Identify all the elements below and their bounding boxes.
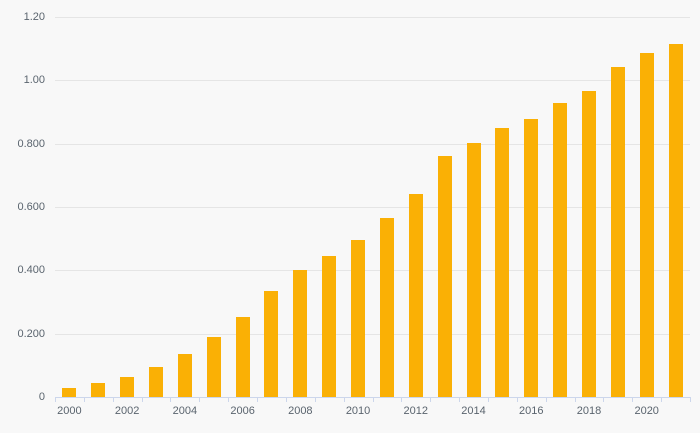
- y-axis-label-1.20: 1.20: [23, 11, 45, 23]
- y-axis-label-0: 0: [38, 391, 45, 403]
- x-axis-tick: [545, 397, 547, 402]
- x-axis-tick: [141, 397, 143, 402]
- x-axis-tick: [228, 397, 230, 402]
- bar-2017[interactable]: [553, 102, 568, 397]
- bar-2011[interactable]: [379, 218, 394, 397]
- y-axis-label-0.600: 0.600: [17, 201, 45, 213]
- x-axis-tick: [199, 397, 201, 402]
- x-axis-label-2004: 2004: [172, 405, 198, 417]
- x-axis-label-2012: 2012: [403, 405, 429, 417]
- bar-2004[interactable]: [177, 353, 192, 397]
- bar-2002[interactable]: [120, 376, 135, 397]
- x-axis-label-2010: 2010: [345, 405, 371, 417]
- bar-2001[interactable]: [91, 382, 106, 397]
- bar-2021[interactable]: [668, 43, 683, 397]
- x-axis-label-2002: 2002: [114, 405, 140, 417]
- x-axis-tick: [459, 397, 461, 402]
- x-axis-tick: [314, 397, 316, 402]
- gridline-0.600: [55, 207, 690, 208]
- x-axis-tick: [372, 397, 374, 402]
- y-axis-label-1.00: 1.00: [23, 74, 45, 87]
- bar-2009[interactable]: [322, 256, 337, 397]
- x-axis-label-2006: 2006: [230, 405, 255, 417]
- bar-2014[interactable]: [466, 143, 481, 397]
- y-axis-label-0.800: 0.800: [17, 137, 45, 150]
- y-axis-label-0.400: 0.400: [17, 264, 45, 277]
- gridline-0.800: [55, 143, 690, 145]
- x-axis-label-2008: 2008: [288, 405, 313, 417]
- x-axis-tick: [632, 397, 634, 402]
- x-axis-tick: [603, 397, 605, 402]
- bars: [55, 17, 690, 397]
- bar-2005[interactable]: [206, 337, 221, 397]
- x-axis-tick: [430, 397, 432, 402]
- x-axis-label-2000: 2000: [57, 405, 82, 417]
- x-axis-label-2016: 2016: [519, 405, 544, 417]
- x-axis-label-2020: 2020: [634, 405, 659, 417]
- x-axis-tick: [257, 397, 259, 402]
- bar-2000[interactable]: [62, 388, 77, 397]
- x-axis-tick: [487, 397, 489, 402]
- x-axis-label-2014: 2014: [461, 405, 486, 417]
- x-axis-tick: [83, 397, 85, 402]
- x-axis-tick: [285, 397, 287, 402]
- x-axis-tick: [170, 397, 172, 402]
- bar-2012[interactable]: [408, 194, 423, 397]
- bar-2015[interactable]: [495, 127, 510, 397]
- x-axis-tick: [401, 397, 403, 402]
- x-axis-tick: [343, 397, 345, 402]
- gridline-1.20: [55, 17, 690, 18]
- bar-2007[interactable]: [264, 290, 279, 397]
- gridline-1.00: [55, 80, 690, 82]
- bar-2006[interactable]: [235, 316, 250, 397]
- bar-2003[interactable]: [149, 367, 164, 397]
- bar-2008[interactable]: [293, 269, 308, 397]
- gridline-0.200: [55, 333, 690, 335]
- bar-2010[interactable]: [351, 239, 366, 397]
- y-axis-label-0.200: 0.200: [17, 327, 45, 340]
- bar-2019[interactable]: [610, 67, 625, 397]
- x-axis-tick: [690, 397, 691, 402]
- bar-2016[interactable]: [524, 118, 539, 397]
- x-axis-tick: [55, 397, 56, 402]
- bar-2018[interactable]: [581, 91, 596, 397]
- bar-2013[interactable]: [437, 155, 452, 397]
- gridline-0.400: [55, 270, 690, 272]
- bar-2020[interactable]: [639, 52, 654, 397]
- x-axis-tick: [112, 397, 114, 402]
- gridlines: [55, 17, 690, 397]
- x-axis-tick: [574, 397, 576, 402]
- x-axis-tick: [661, 397, 663, 402]
- x-axis-label-2018: 2018: [576, 405, 602, 417]
- x-axis-tick: [516, 397, 518, 402]
